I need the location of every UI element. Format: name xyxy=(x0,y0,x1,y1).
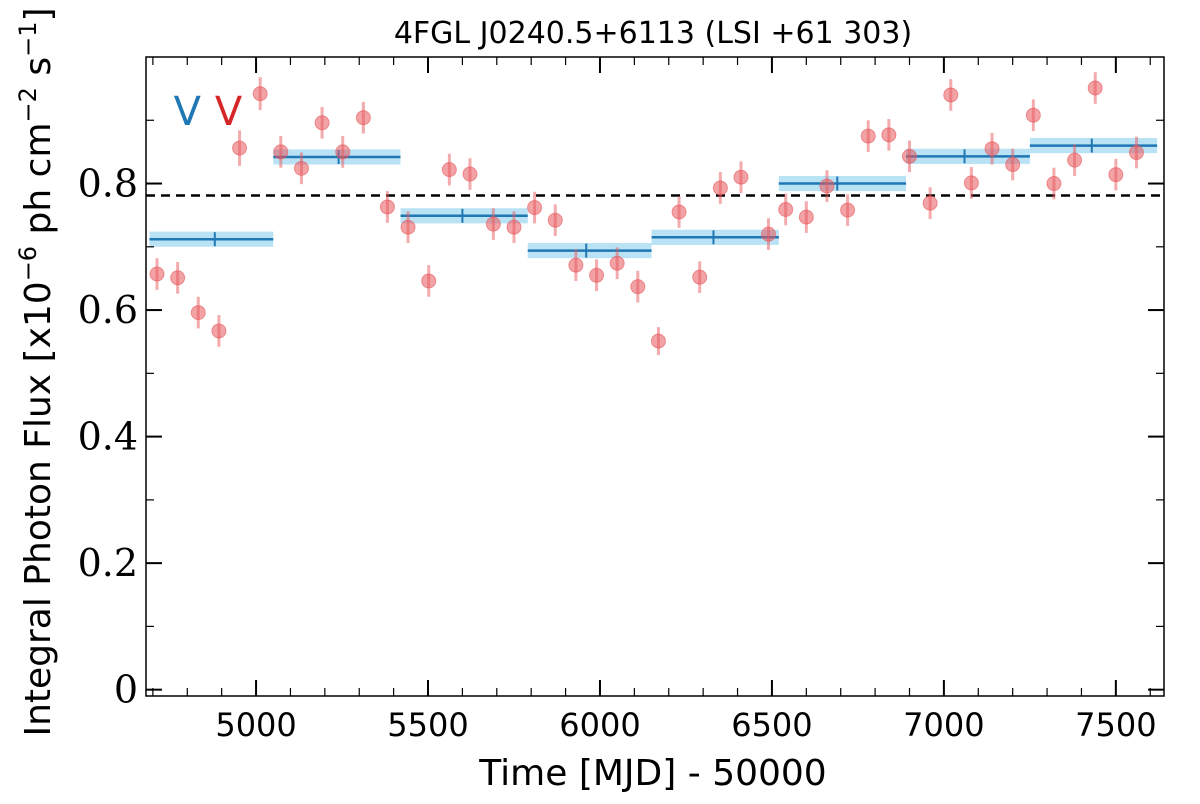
data-point-16 xyxy=(485,216,501,232)
chart-title: 4FGL J0240.5+6113 (LSI +61 303) xyxy=(394,16,912,51)
data-point-33 xyxy=(840,202,856,218)
y-tick-label: 0.6 xyxy=(78,288,138,332)
data-point-31 xyxy=(798,209,814,225)
data-point-12 xyxy=(400,219,416,235)
data-point-43 xyxy=(1046,176,1062,192)
data-point-34 xyxy=(860,128,876,144)
data-point-40 xyxy=(984,141,1000,157)
y-axis-label: Integral Photon Flux [x10−6 ph cm−2 s−1] xyxy=(14,7,59,736)
x-tick-label: 6000 xyxy=(559,706,640,744)
data-point-27 xyxy=(712,180,728,196)
data-point-24 xyxy=(650,333,666,349)
y-tick-label: 0.8 xyxy=(78,162,138,206)
data-point-20 xyxy=(568,257,584,273)
data-point-10 xyxy=(355,110,371,126)
data-point-4 xyxy=(232,140,248,156)
data-point-42 xyxy=(1025,107,1041,123)
data-point-17 xyxy=(506,219,522,235)
data-point-39 xyxy=(963,175,979,191)
data-point-25 xyxy=(671,204,687,220)
y-axis-label-main: Integral Photon Flux [x10 xyxy=(18,281,59,736)
y-axis-label-end: ] xyxy=(18,7,59,21)
y-tick-label: 0.2 xyxy=(78,541,138,585)
data-point-37 xyxy=(922,195,938,211)
x-tick-label: 5500 xyxy=(387,706,468,744)
y-axis-label-mid: ph cm xyxy=(18,122,59,245)
y-axis-label-exp2: −2 xyxy=(14,87,42,122)
data-point-19 xyxy=(547,212,563,228)
data-point-8 xyxy=(314,115,330,131)
data-point-15 xyxy=(462,166,478,182)
x-tick-label: 7000 xyxy=(903,706,984,744)
data-point-9 xyxy=(335,144,351,160)
annotation-v-0: V xyxy=(174,89,202,135)
data-point-44 xyxy=(1067,152,1083,168)
y-tick-label: 0 xyxy=(114,668,138,712)
y-axis-label-exp3: −1 xyxy=(14,22,42,57)
y-tick-label: 0.4 xyxy=(78,415,138,459)
annotation-v-1: V xyxy=(215,89,243,135)
data-point-0 xyxy=(149,266,165,282)
data-point-47 xyxy=(1128,145,1144,161)
data-point-6 xyxy=(273,144,289,160)
x-tick-label: 5000 xyxy=(215,706,296,744)
data-point-2 xyxy=(190,305,206,321)
x-axis-label: Time [MJD] - 50000 xyxy=(478,753,826,794)
data-point-1 xyxy=(170,270,186,286)
x-tick-label: 7500 xyxy=(1075,706,1156,744)
data-point-18 xyxy=(527,200,543,216)
data-point-11 xyxy=(379,199,395,215)
data-point-3 xyxy=(211,323,227,339)
data-point-26 xyxy=(692,269,708,285)
data-point-14 xyxy=(441,162,457,178)
data-point-7 xyxy=(293,160,309,176)
plot-frame xyxy=(145,56,1165,697)
y-axis-label-exp: −6 xyxy=(14,246,42,281)
data-point-35 xyxy=(881,127,897,143)
data-point-13 xyxy=(421,273,437,289)
data-point-29 xyxy=(760,226,776,242)
data-point-36 xyxy=(902,148,917,164)
x-tick-label: 6500 xyxy=(731,706,812,744)
data-point-46 xyxy=(1108,167,1124,183)
data-point-45 xyxy=(1087,80,1103,96)
data-point-41 xyxy=(1005,157,1021,173)
data-point-30 xyxy=(778,201,794,217)
data-point-5 xyxy=(252,86,268,102)
data-point-21 xyxy=(589,267,605,283)
data-point-38 xyxy=(943,87,959,103)
data-point-23 xyxy=(630,279,646,295)
data-point-32 xyxy=(819,178,835,194)
y-axis-label-mid2: s xyxy=(18,57,59,87)
data-point-28 xyxy=(733,169,749,185)
data-point-22 xyxy=(609,255,625,271)
